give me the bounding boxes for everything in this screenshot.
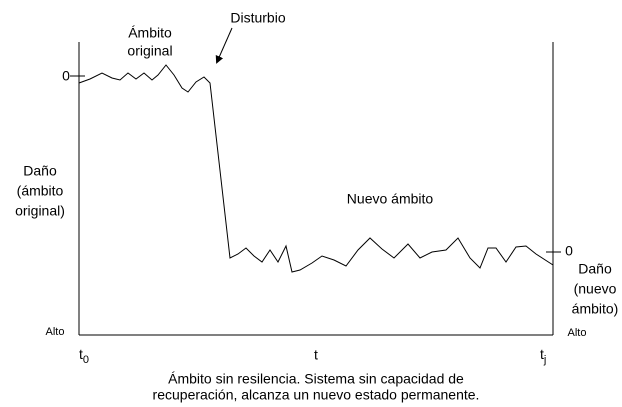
- right-zero-label: 0: [565, 243, 573, 259]
- time-end: tj: [540, 346, 546, 366]
- right-axis-title: (nuevo: [574, 281, 617, 297]
- time-base: t: [79, 346, 83, 362]
- time-base: t: [540, 346, 544, 362]
- region-label: Ámbito: [128, 25, 172, 41]
- damage-curve: [78, 64, 554, 273]
- time-start: t0: [79, 346, 89, 366]
- time-sub: 0: [83, 354, 89, 366]
- time-middle: t: [314, 347, 318, 363]
- disturbance-arrow: [215, 27, 233, 64]
- region-label: original: [127, 43, 172, 59]
- region-label: Nuevo ámbito: [347, 191, 434, 207]
- left-bottom-label: Alto: [46, 326, 65, 338]
- left-axis-title: original): [15, 203, 65, 219]
- right-axis-title: Daño: [578, 261, 612, 277]
- caption: Ámbito sin resilencia. Sistema sin capac…: [168, 371, 464, 387]
- left-axis-title: Daño: [23, 163, 57, 179]
- right-axis-title: ámbito): [572, 301, 619, 317]
- time-sub: j: [543, 354, 546, 366]
- left-zero-label: 0: [62, 68, 70, 84]
- caption: recuperación, alcanza un nuevo estado pe…: [153, 387, 480, 403]
- disturbance-label: Disturbio: [230, 10, 285, 26]
- left-axis-title: (ámbito: [17, 183, 64, 199]
- right-bottom-label: Alto: [568, 327, 587, 339]
